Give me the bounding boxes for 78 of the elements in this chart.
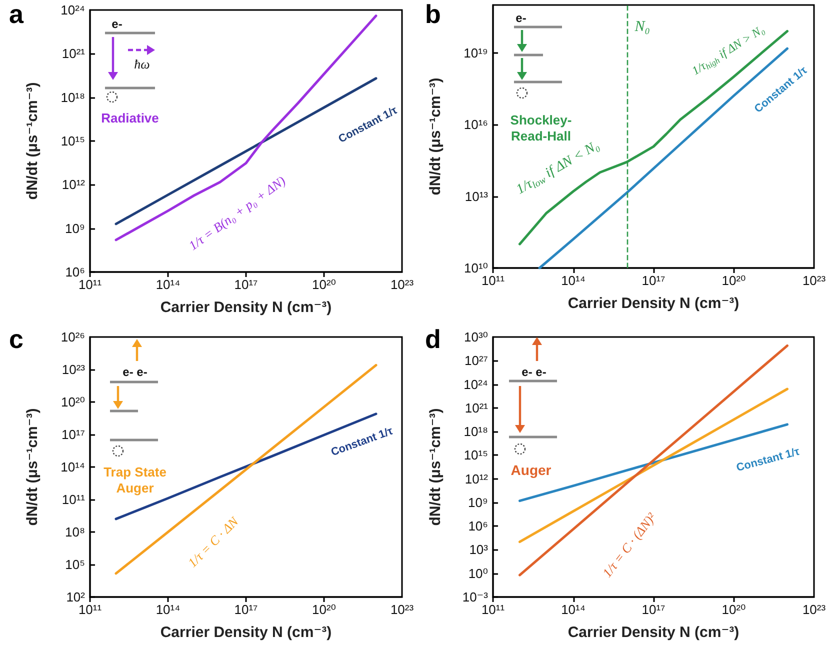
chart-title: c xyxy=(9,324,24,354)
y-tick-label: 10¹¹ xyxy=(62,492,86,507)
y-tick-label: 10¹⁶ xyxy=(464,117,488,132)
y-axis-title: dN/dt (μs⁻¹cm⁻³) xyxy=(427,78,444,196)
x-tick-label: 10¹⁷ xyxy=(642,273,666,288)
annotation: 1/τ = C · ΔN xyxy=(184,512,242,570)
y-tick-label: 10³⁰ xyxy=(464,330,488,344)
y-tick-label: 10²¹ xyxy=(464,400,489,416)
y-axis-title: dN/dt (μs⁻¹cm⁻³) xyxy=(427,408,444,526)
annotation: e- xyxy=(112,17,122,31)
chart-title: b xyxy=(425,0,441,29)
x-tick-label: 10¹⁴ xyxy=(156,277,180,292)
y-tick-label: 10⁻³ xyxy=(462,590,489,604)
x-tick-label: 10²³ xyxy=(802,602,826,617)
x-axis-title: Carrier Density N (cm⁻³) xyxy=(160,624,332,641)
x-tick-label: 10¹¹ xyxy=(78,602,102,617)
x-tick-label: 10²⁰ xyxy=(312,277,336,292)
y-tick-label: 10¹² xyxy=(62,177,86,192)
y-tick-label: 10⁹ xyxy=(468,494,488,510)
y-tick-label: 10¹⁸ xyxy=(60,90,85,105)
y-axis-title: dN/dt (μs⁻¹cm⁻³) xyxy=(24,82,41,200)
x-tick-label: 10²³ xyxy=(390,602,414,617)
y-tick-label: 10¹⁴ xyxy=(60,460,85,474)
y-tick-label: 10¹² xyxy=(464,471,489,486)
annotation: Trap State Auger xyxy=(104,464,166,496)
annotation: ħω xyxy=(134,56,150,72)
annotation: e- xyxy=(516,11,526,25)
y-tick-label: 10²⁷ xyxy=(464,353,488,368)
chart-title: d xyxy=(425,324,441,354)
y-tick-label: 10¹⁰ xyxy=(464,260,488,276)
x-axis-title: Carrier Density N (cm⁻³) xyxy=(160,299,332,316)
x-tick-label: 10²³ xyxy=(390,277,414,292)
y-tick-label: 10⁹ xyxy=(64,220,85,236)
chart-title: a xyxy=(9,0,24,29)
annotation: Auger xyxy=(510,462,552,478)
annotation: Shockley- Read-Hall xyxy=(510,112,572,144)
y-tick-label: 10⁶ xyxy=(65,264,85,280)
x-tick-label: 10¹⁴ xyxy=(156,602,180,617)
x-tick-label: 10¹¹ xyxy=(481,273,506,288)
y-tick-label: 10⁸ xyxy=(65,524,85,540)
y-axis-title: dN/dt (μs⁻¹cm⁻³) xyxy=(24,408,41,526)
y-tick-label: 10²⁶ xyxy=(60,330,85,344)
x-axis-title: Carrier Density N (cm⁻³) xyxy=(568,624,740,641)
annotation: 1/τhigh if ΔN > N₀ xyxy=(689,22,767,78)
x-tick-label: 10¹¹ xyxy=(78,277,102,292)
x-tick-label: 10¹¹ xyxy=(481,602,506,617)
x-tick-label: 10¹⁴ xyxy=(561,602,586,617)
y-tick-label: 10⁵ xyxy=(65,557,85,572)
x-tick-label: 10¹⁴ xyxy=(561,273,586,288)
y-tick-label: 10² xyxy=(66,590,86,604)
x-tick-label: 10¹⁷ xyxy=(234,602,258,617)
y-tick-label: 10¹⁸ xyxy=(464,424,488,440)
x-tick-label: 10²⁰ xyxy=(312,602,336,617)
y-tick-label: 10¹⁷ xyxy=(62,427,86,442)
y-tick-label: 10¹⁵ xyxy=(464,448,488,463)
y-tick-label: 10²⁰ xyxy=(60,394,85,410)
y-tick-label: 10⁶ xyxy=(468,518,488,534)
y-tick-label: 10¹⁹ xyxy=(464,45,488,60)
ref-line-label: N₀ xyxy=(634,19,650,35)
x-axis-title: Carrier Density N (cm⁻³) xyxy=(568,295,740,312)
annotation: 1/τ = B(n₀ + p₀ + ΔN) xyxy=(186,172,288,254)
x-tick-label: 10²³ xyxy=(802,273,826,288)
x-tick-label: 10²⁰ xyxy=(722,273,746,288)
y-tick-label: 10¹³ xyxy=(464,188,489,204)
y-tick-label: 10¹⁵ xyxy=(60,134,85,148)
y-tick-label: 10²⁴ xyxy=(464,376,488,392)
x-tick-label: 10²⁰ xyxy=(722,602,746,617)
x-tick-label: 10¹⁷ xyxy=(234,277,258,292)
y-tick-label: 10²⁴ xyxy=(60,2,85,18)
annotation: Constant 1/τ xyxy=(735,446,801,474)
y-tick-label: 10²³ xyxy=(62,362,86,377)
annotation: e- e- xyxy=(522,365,546,379)
annotation: e- e- xyxy=(122,365,148,379)
y-tick-label: 10³ xyxy=(469,542,489,558)
y-tick-label: 10²¹ xyxy=(62,46,86,62)
y-tick-label: 10⁰ xyxy=(468,566,488,581)
annotation: Radiative xyxy=(101,110,159,126)
x-tick-label: 10¹⁷ xyxy=(642,602,666,617)
